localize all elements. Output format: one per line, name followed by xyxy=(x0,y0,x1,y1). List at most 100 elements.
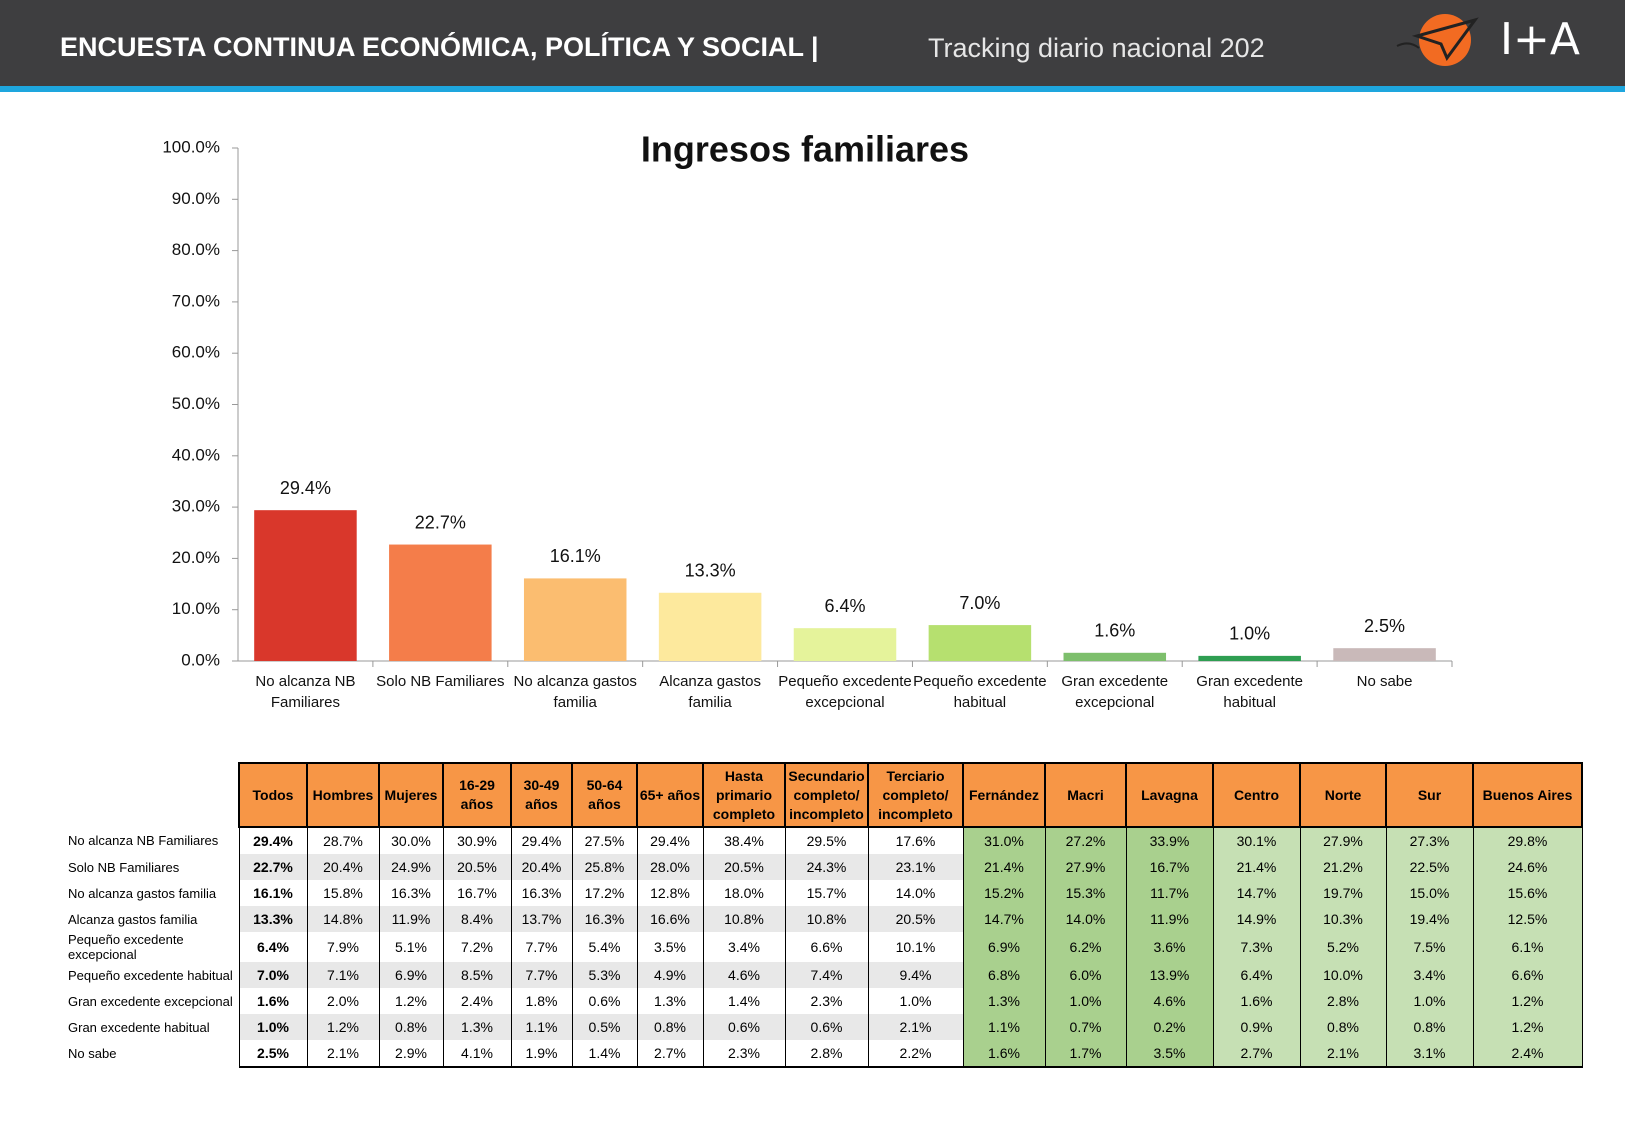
column-header: 65+ años xyxy=(636,762,704,828)
table-cell: 11.9% xyxy=(1125,906,1214,932)
table-cell: 7.7% xyxy=(510,962,573,988)
table-cell: 29.4% xyxy=(636,827,704,854)
table-cell: 10.0% xyxy=(1299,962,1387,988)
table-cell: 15.0% xyxy=(1385,880,1474,906)
table-cell: 14.7% xyxy=(962,906,1046,932)
table-cell: 15.6% xyxy=(1472,880,1583,906)
x-tick-label: Pequeño excedente habitual xyxy=(913,673,1047,711)
row-label: No sabe xyxy=(68,1046,117,1061)
table-cell: 3.5% xyxy=(636,932,704,962)
column-header: 30-49 años xyxy=(510,762,573,828)
table-cell: 29.4% xyxy=(510,827,573,854)
table-cell: 20.5% xyxy=(867,906,964,932)
table-cell: 2.2% xyxy=(867,1040,964,1068)
table-cell: 4.9% xyxy=(636,962,704,988)
table-cell: 1.3% xyxy=(636,988,704,1014)
table-cell: 19.4% xyxy=(1385,906,1474,932)
table-cell: 7.5% xyxy=(1385,932,1474,962)
table-cell: 0.6% xyxy=(784,1014,869,1040)
table-cell: 0.8% xyxy=(636,1014,704,1040)
x-tick-label: No alcanza gastos familia xyxy=(513,673,637,711)
table-cell: 28.7% xyxy=(306,827,380,854)
table-cell: 7.9% xyxy=(306,932,380,962)
table-cell: 4.6% xyxy=(702,962,786,988)
table-cell: 7.3% xyxy=(1212,932,1301,962)
table-cell: 2.3% xyxy=(784,988,869,1014)
row-label: Pequeño excedente excepcional xyxy=(68,932,184,962)
y-tick-label: 100.0% xyxy=(162,137,220,156)
bar xyxy=(389,544,492,661)
table-cell: 2.5% xyxy=(238,1040,308,1068)
table-row: Pequeño excedente excepcional 6.4% 7.9% 5.1… xyxy=(68,932,1583,962)
table-cell: 10.1% xyxy=(867,932,964,962)
table-cell: 1.1% xyxy=(510,1014,573,1040)
table-row: Pequeño excedente habitual 7.0% 7.1% 6.9% 8.… xyxy=(68,962,1583,988)
table-cell: 1.0% xyxy=(867,988,964,1014)
value-label: 6.4% xyxy=(824,596,865,616)
column-header: Secundario completo/ incompleto xyxy=(784,762,869,828)
table-cell: 1.2% xyxy=(306,1014,380,1040)
chart-title: Ingresos familiares xyxy=(641,129,969,170)
table-cell: 1.1% xyxy=(962,1014,1046,1040)
table-cell: 27.3% xyxy=(1385,827,1474,854)
table-cell: 12.8% xyxy=(636,880,704,906)
table-cell: 14.7% xyxy=(1212,880,1301,906)
x-tick-label: Pequeño excedente excepcional xyxy=(778,673,912,711)
chart: Ingresos familiares 0.0% 10.0% 20.0% 30.0% 4… xyxy=(162,129,1453,669)
table-cell: 21.4% xyxy=(962,854,1046,880)
table-cell: 2.4% xyxy=(1472,1040,1583,1068)
table-cell: 24.3% xyxy=(784,854,869,880)
table-cell: 4.6% xyxy=(1125,988,1214,1014)
table-cell: 0.6% xyxy=(702,1014,786,1040)
table-cell: 7.4% xyxy=(784,962,869,988)
table-cell: 1.9% xyxy=(510,1040,573,1068)
y-tick-label: 70.0% xyxy=(172,291,220,310)
table-cell: 13.9% xyxy=(1125,962,1214,988)
table-cell: 2.4% xyxy=(442,988,512,1014)
y-tick-label: 30.0% xyxy=(172,497,220,516)
table-cell: 5.1% xyxy=(378,932,444,962)
corner xyxy=(68,763,239,827)
logo-text: I+A xyxy=(1500,14,1580,65)
value-label: 13.3% xyxy=(685,561,736,581)
column-header: Todos xyxy=(238,762,308,828)
data-table: Todos Hombres Mujeres 16-29 años 30-49 años 5… xyxy=(68,762,1583,1068)
table-cell: 16.6% xyxy=(636,906,704,932)
table-cell: 20.4% xyxy=(510,854,573,880)
bar xyxy=(523,578,627,661)
table-row: Alcanza gastos familia 13.3% 14.8% 11.9% 8.4… xyxy=(68,906,1583,932)
bar xyxy=(928,625,1032,661)
row-label: No alcanza gastos familia xyxy=(68,885,217,901)
table-row: Solo NB Familiares 22.7% 20.4% 24.9% 20.5% 20… xyxy=(68,854,1583,880)
table-cell: 3.6% xyxy=(1125,932,1214,962)
table-cell: 2.7% xyxy=(636,1040,704,1068)
y-tick-label: 90.0% xyxy=(172,189,220,208)
row-label: Alcanza gastos familia xyxy=(68,911,198,927)
value-label: 1.6% xyxy=(1094,621,1135,641)
table-cell: 7.0% xyxy=(238,962,308,988)
column-header: 16-29 años xyxy=(442,762,512,828)
table-cell: 27.2% xyxy=(1044,827,1127,854)
table-cell: 21.4% xyxy=(1212,854,1301,880)
table-cell: 8.5% xyxy=(442,962,512,988)
table-cell: 16.7% xyxy=(1125,854,1214,880)
column-header: Norte xyxy=(1299,762,1387,828)
table-cell: 5.3% xyxy=(571,962,638,988)
table-cell: 22.5% xyxy=(1385,854,1474,880)
column-header: Hombres xyxy=(306,762,380,828)
value-label: 29.4% xyxy=(280,478,331,498)
table-cell: 10.8% xyxy=(702,906,786,932)
bar xyxy=(793,628,897,661)
table-cell: 9.4% xyxy=(867,962,964,988)
table-cell: 1.2% xyxy=(378,988,444,1014)
table-cell: 7.1% xyxy=(306,962,380,988)
table-cell: 16.3% xyxy=(571,906,638,932)
value-label: 7.0% xyxy=(959,593,1000,613)
column-header: Lavagna xyxy=(1125,762,1214,828)
table-cell: 11.7% xyxy=(1125,880,1214,906)
table-cell: 13.3% xyxy=(238,906,308,932)
table-row: Gran excedente excepcional 1.6% 2.0% 1.2% 2.… xyxy=(68,988,1583,1014)
table-cell: 1.0% xyxy=(238,1014,308,1040)
table-cell: 16.7% xyxy=(442,880,512,906)
